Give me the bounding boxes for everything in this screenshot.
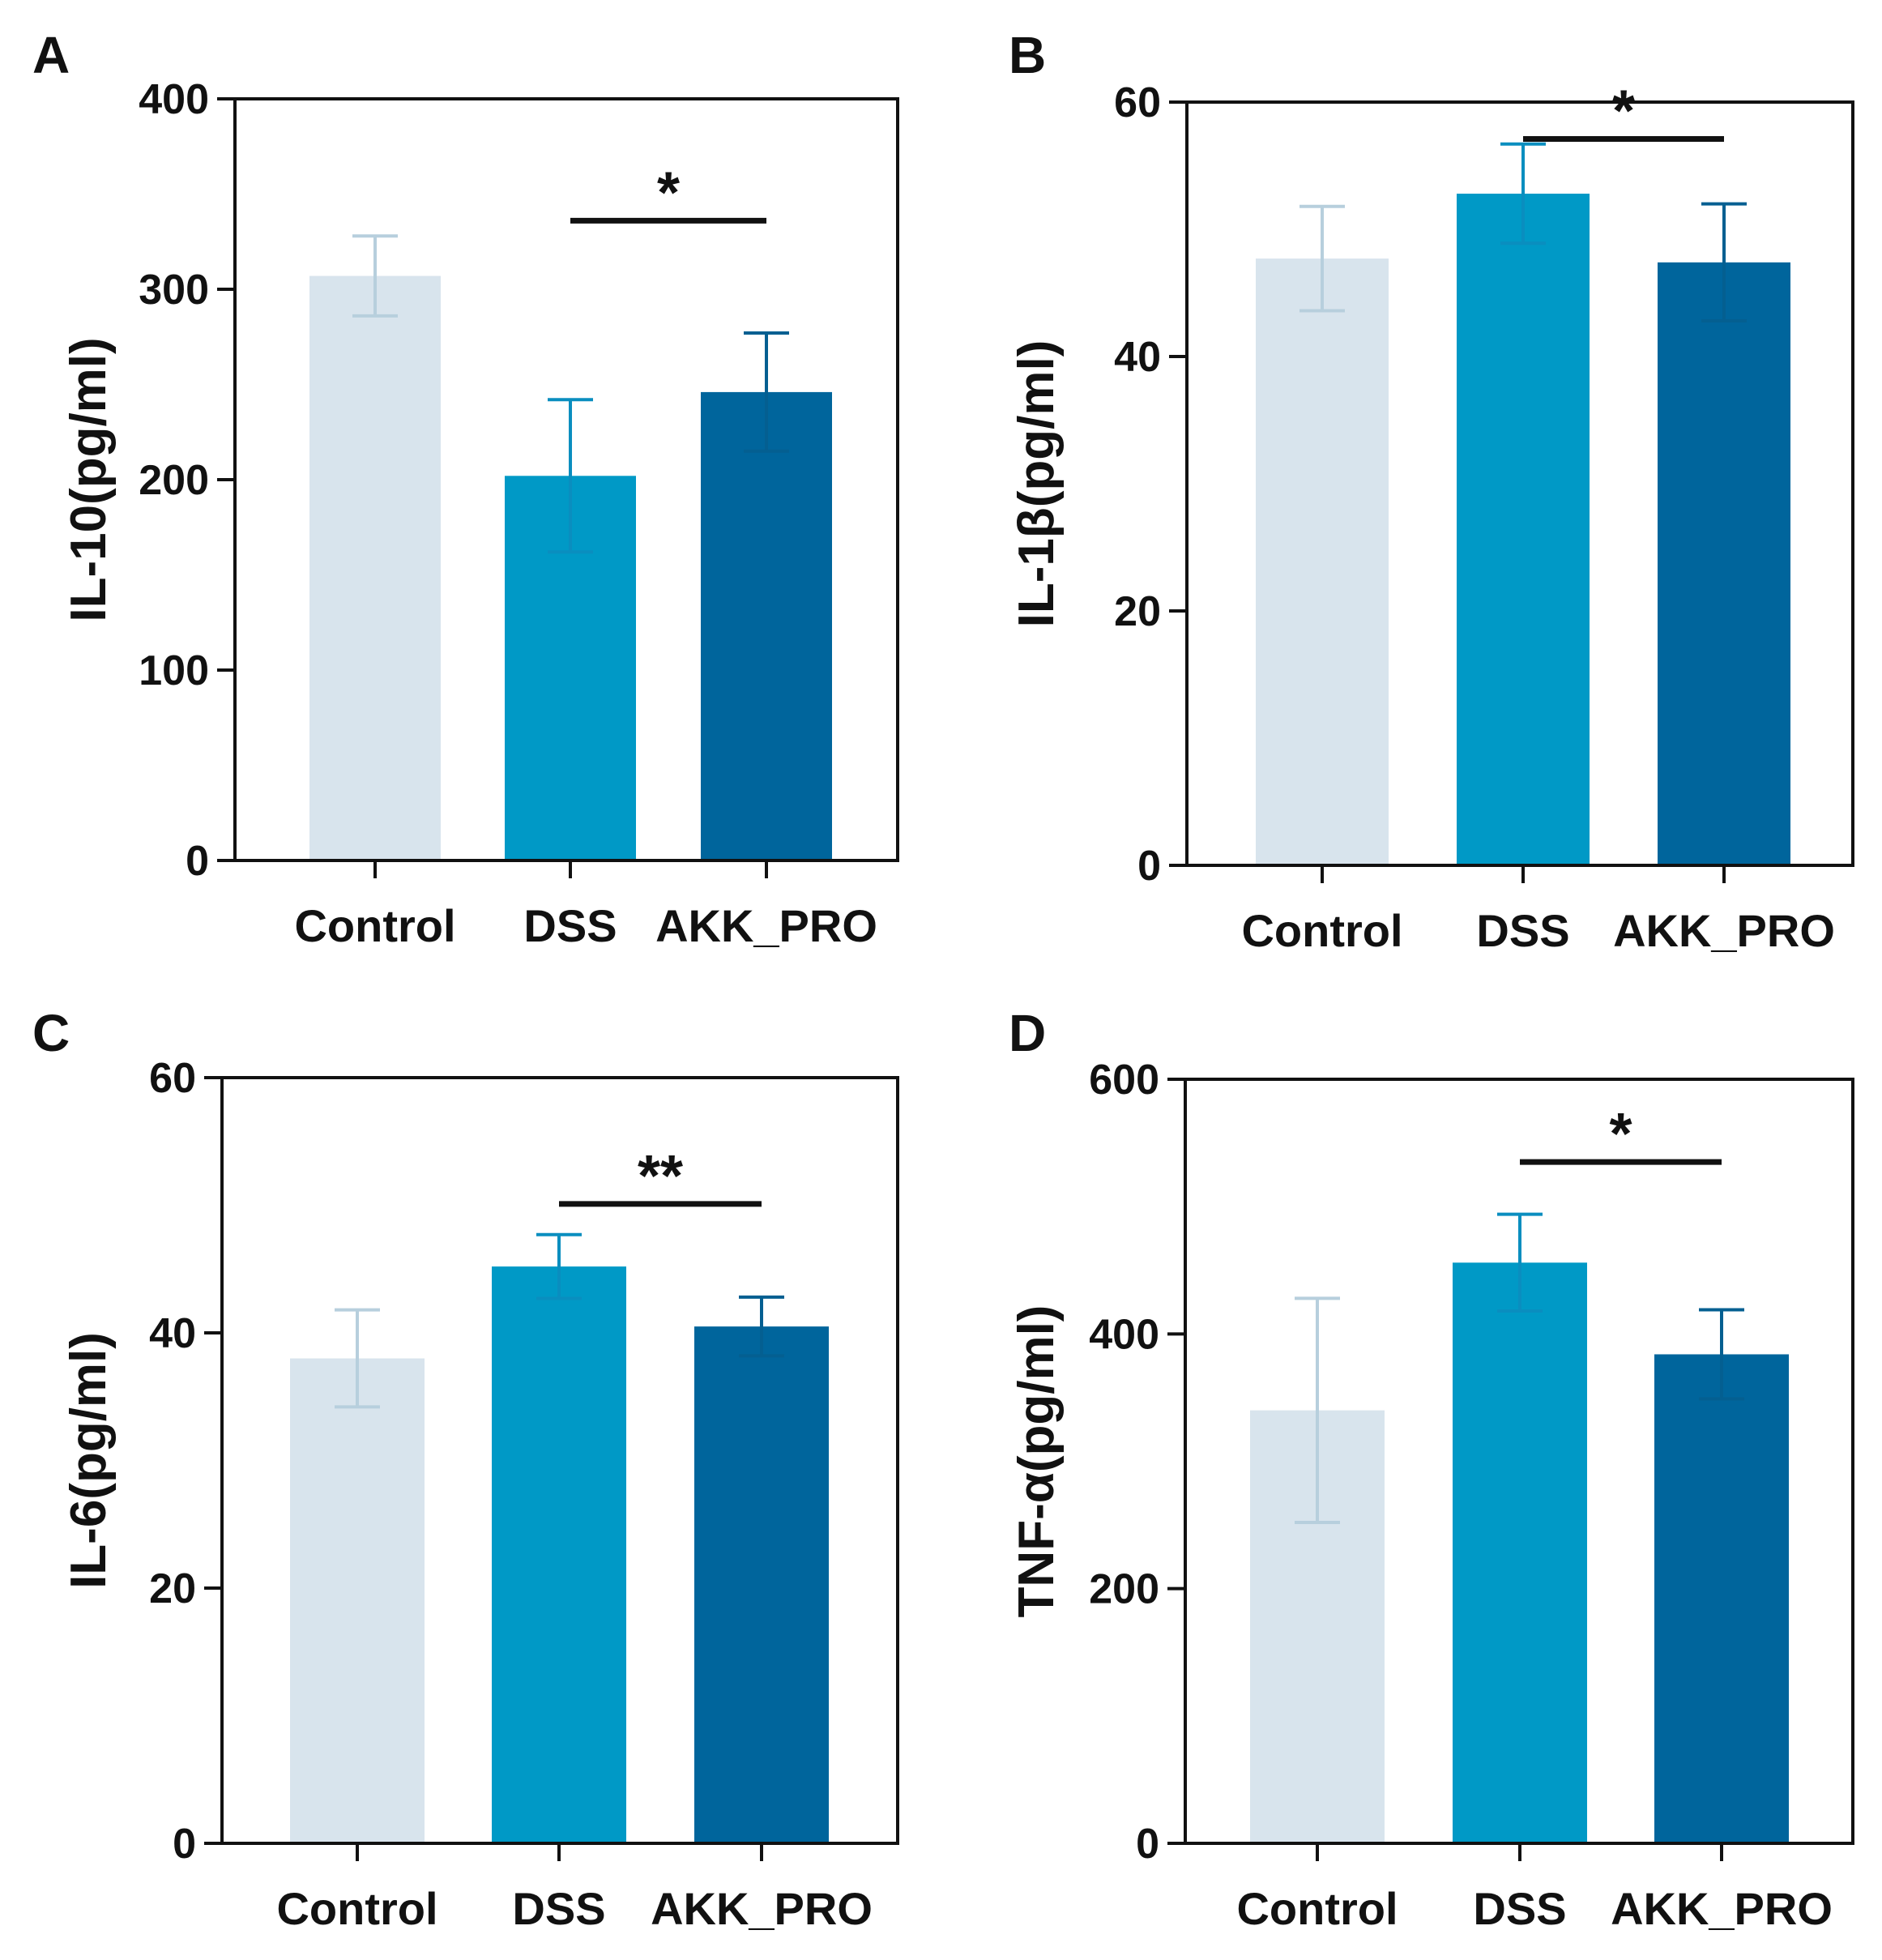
y-tick-label: 20 xyxy=(1114,588,1161,635)
x-tick-label: AKK_PRO xyxy=(1613,905,1835,956)
y-tick-label: 200 xyxy=(139,457,209,504)
y-tick-label: 60 xyxy=(149,1055,196,1102)
bar-control xyxy=(1256,258,1389,865)
y-tick-label: 60 xyxy=(1114,79,1161,126)
x-tick-label: Control xyxy=(1241,905,1402,956)
x-tick-label: Control xyxy=(294,900,455,951)
y-axis-title: IL-1β(pg/ml) xyxy=(1009,340,1065,628)
panel-letter: B xyxy=(1009,26,1046,84)
y-tick-label: 0 xyxy=(173,1821,196,1868)
y-tick-label: 300 xyxy=(139,267,209,314)
y-tick-label: 0 xyxy=(186,838,209,885)
y-tick-label: 0 xyxy=(1136,1821,1159,1868)
bar-dss xyxy=(1453,1262,1587,1843)
bar-akk-pro xyxy=(701,391,832,860)
chart-panel-d: D 0 200 400 600 Control DSS AKK_PRO TNF-α(pg/ml)… xyxy=(1009,1004,1854,1934)
y-tick-label: 40 xyxy=(1114,334,1161,381)
significance-label: * xyxy=(657,160,680,225)
x-tick-label: DSS xyxy=(1473,1883,1566,1934)
panel-letter: D xyxy=(1009,1004,1046,1062)
significance-label: * xyxy=(1609,1102,1632,1167)
x-tick-label: AKK_PRO xyxy=(651,1883,873,1934)
bar-akk-pro xyxy=(1654,1354,1789,1843)
x-tick-label: DSS xyxy=(523,900,617,951)
y-tick-label: 0 xyxy=(1137,843,1161,890)
y-tick-label: 100 xyxy=(139,647,209,694)
x-tick-label: DSS xyxy=(1476,905,1569,956)
plot-frame xyxy=(1185,100,1854,867)
y-tick-label: 20 xyxy=(149,1565,196,1612)
bar-control xyxy=(309,275,441,860)
chart-panel-b: B 0 20 40 60 Control DSS AKK_PRO IL-1β(pg/ml) * xyxy=(1009,26,1854,956)
significance-label: * xyxy=(1612,79,1635,144)
y-tick-label: 400 xyxy=(1089,1311,1159,1358)
bar-akk-pro xyxy=(694,1326,829,1843)
chart-panel-a: A 0 100 200 300 400 Control DSS AKK_PRO IL-10(pg/… xyxy=(32,26,899,951)
x-tick-label: Control xyxy=(1236,1883,1398,1934)
bar-dss xyxy=(492,1266,626,1843)
y-axis-title: TNF-α(pg/ml) xyxy=(1009,1305,1065,1618)
y-tick-label: 400 xyxy=(139,76,209,123)
x-tick-label: DSS xyxy=(512,1883,605,1934)
bar-dss xyxy=(1457,194,1590,866)
y-tick-label: 600 xyxy=(1089,1057,1159,1104)
y-axis-title: IL-10(pg/ml) xyxy=(61,337,117,621)
bar-akk-pro xyxy=(1658,262,1790,865)
chart-panel-c: C 0 20 40 60 Control DSS AKK_PRO IL-6(pg/ml) ** xyxy=(32,1004,899,1934)
x-tick-label: AKK_PRO xyxy=(655,900,877,951)
y-axis-title: IL-6(pg/ml) xyxy=(61,1332,117,1589)
panel-letter: A xyxy=(32,26,70,84)
bar-control xyxy=(290,1358,425,1843)
x-tick-label: Control xyxy=(276,1883,437,1934)
significance-label: ** xyxy=(638,1144,683,1209)
y-tick-label: 200 xyxy=(1089,1566,1159,1613)
x-tick-label: AKK_PRO xyxy=(1611,1883,1833,1934)
y-tick-label: 40 xyxy=(149,1310,196,1357)
panel-letter: C xyxy=(32,1004,70,1062)
